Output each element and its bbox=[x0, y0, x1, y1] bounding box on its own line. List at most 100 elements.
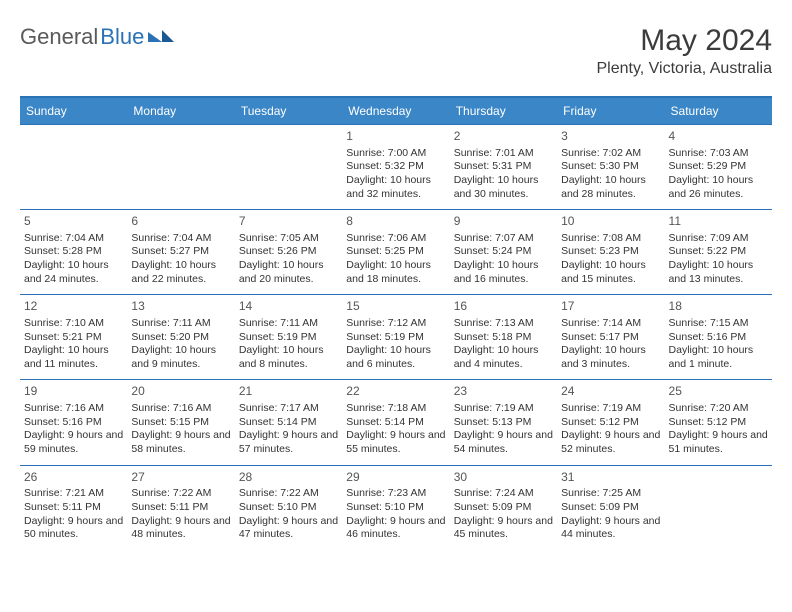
day-number: 18 bbox=[669, 299, 768, 315]
day-number: 6 bbox=[131, 214, 230, 230]
day-info: Sunrise: 7:04 AMSunset: 5:28 PMDaylight:… bbox=[24, 232, 123, 287]
day-number: 19 bbox=[24, 384, 123, 400]
calendar-cell: 31Sunrise: 7:25 AMSunset: 5:09 PMDayligh… bbox=[557, 465, 664, 550]
weekday-header: Sunday bbox=[20, 97, 127, 125]
day-number: 27 bbox=[131, 470, 230, 486]
day-info: Sunrise: 7:14 AMSunset: 5:17 PMDaylight:… bbox=[561, 317, 660, 372]
day-number: 3 bbox=[561, 129, 660, 145]
day-number: 14 bbox=[239, 299, 338, 315]
day-info: Sunrise: 7:07 AMSunset: 5:24 PMDaylight:… bbox=[454, 232, 553, 287]
calendar-page: GeneralBlue May 2024 Plenty, Victoria, A… bbox=[0, 0, 792, 570]
day-number: 24 bbox=[561, 384, 660, 400]
day-info: Sunrise: 7:03 AMSunset: 5:29 PMDaylight:… bbox=[669, 147, 768, 202]
day-number: 2 bbox=[454, 129, 553, 145]
weekday-header: Saturday bbox=[665, 97, 772, 125]
day-info: Sunrise: 7:19 AMSunset: 5:12 PMDaylight:… bbox=[561, 402, 660, 457]
day-info: Sunrise: 7:13 AMSunset: 5:18 PMDaylight:… bbox=[454, 317, 553, 372]
calendar-row: 5 Sunrise: 7:04 AMSunset: 5:28 PMDaylight… bbox=[20, 210, 772, 295]
logo-mark-icon bbox=[148, 28, 174, 46]
calendar-cell bbox=[665, 465, 772, 550]
calendar-cell: 19 Sunrise: 7:16 AMSunset: 5:16 PMDayligh… bbox=[20, 380, 127, 465]
calendar-cell: 3 Sunrise: 7:02 AMSunset: 5:30 PMDaylight… bbox=[557, 125, 664, 210]
day-info: Sunrise: 7:11 AMSunset: 5:20 PMDaylight:… bbox=[131, 317, 230, 372]
day-info: Sunrise: 7:06 AMSunset: 5:25 PMDaylight:… bbox=[346, 232, 445, 287]
calendar-cell: 4Sunrise: 7:03 AMSunset: 5:29 PMDaylight… bbox=[665, 125, 772, 210]
day-number: 30 bbox=[454, 470, 553, 486]
calendar-cell: 13 Sunrise: 7:11 AMSunset: 5:20 PMDayligh… bbox=[127, 295, 234, 380]
day-number: 29 bbox=[346, 470, 445, 486]
day-info: Sunrise: 7:17 AMSunset: 5:14 PMDaylight:… bbox=[239, 402, 338, 457]
calendar-cell bbox=[127, 125, 234, 210]
calendar-body: 1 Sunrise: 7:00 AMSunset: 5:32 PMDaylight… bbox=[20, 125, 772, 550]
calendar-cell: 30Sunrise: 7:24 AMSunset: 5:09 PMDayligh… bbox=[450, 465, 557, 550]
day-info: Sunrise: 7:16 AMSunset: 5:15 PMDaylight:… bbox=[131, 402, 230, 457]
day-info: Sunrise: 7:23 AMSunset: 5:10 PMDaylight:… bbox=[346, 487, 445, 542]
calendar-cell: 1 Sunrise: 7:00 AMSunset: 5:32 PMDaylight… bbox=[342, 125, 449, 210]
location: Plenty, Victoria, Australia bbox=[597, 60, 773, 78]
calendar-cell: 25 Sunrise: 7:20 AMSunset: 5:12 PMDayligh… bbox=[665, 380, 772, 465]
calendar-cell: 22Sunrise: 7:18 AMSunset: 5:14 PMDayligh… bbox=[342, 380, 449, 465]
day-number: 26 bbox=[24, 470, 123, 486]
day-info: Sunrise: 7:00 AMSunset: 5:32 PMDaylight:… bbox=[346, 147, 445, 202]
calendar-cell: 8 Sunrise: 7:06 AMSunset: 5:25 PMDaylight… bbox=[342, 210, 449, 295]
calendar-row: 26Sunrise: 7:21 AMSunset: 5:11 PMDayligh… bbox=[20, 465, 772, 550]
day-info: Sunrise: 7:01 AMSunset: 5:31 PMDaylight:… bbox=[454, 147, 553, 202]
day-number: 5 bbox=[24, 214, 123, 230]
calendar-cell: 15Sunrise: 7:12 AMSunset: 5:19 PMDayligh… bbox=[342, 295, 449, 380]
day-info: Sunrise: 7:22 AMSunset: 5:11 PMDaylight:… bbox=[131, 487, 230, 542]
calendar-cell: 21 Sunrise: 7:17 AMSunset: 5:14 PMDayligh… bbox=[235, 380, 342, 465]
calendar-row: 12 Sunrise: 7:10 AMSunset: 5:21 PMDayligh… bbox=[20, 295, 772, 380]
day-info: Sunrise: 7:04 AMSunset: 5:27 PMDaylight:… bbox=[131, 232, 230, 287]
calendar-cell: 12 Sunrise: 7:10 AMSunset: 5:21 PMDayligh… bbox=[20, 295, 127, 380]
day-info: Sunrise: 7:19 AMSunset: 5:13 PMDaylight:… bbox=[454, 402, 553, 457]
day-info: Sunrise: 7:09 AMSunset: 5:22 PMDaylight:… bbox=[669, 232, 768, 287]
day-info: Sunrise: 7:05 AMSunset: 5:26 PMDaylight:… bbox=[239, 232, 338, 287]
calendar-cell: 26Sunrise: 7:21 AMSunset: 5:11 PMDayligh… bbox=[20, 465, 127, 550]
day-number: 17 bbox=[561, 299, 660, 315]
day-info: Sunrise: 7:21 AMSunset: 5:11 PMDaylight:… bbox=[24, 487, 123, 542]
day-number: 28 bbox=[239, 470, 338, 486]
day-info: Sunrise: 7:08 AMSunset: 5:23 PMDaylight:… bbox=[561, 232, 660, 287]
calendar-cell bbox=[235, 125, 342, 210]
logo-text-2: Blue bbox=[100, 24, 144, 50]
day-number: 23 bbox=[454, 384, 553, 400]
day-number: 8 bbox=[346, 214, 445, 230]
calendar-cell: 7 Sunrise: 7:05 AMSunset: 5:26 PMDaylight… bbox=[235, 210, 342, 295]
day-info: Sunrise: 7:10 AMSunset: 5:21 PMDaylight:… bbox=[24, 317, 123, 372]
calendar-cell: 16 Sunrise: 7:13 AMSunset: 5:18 PMDayligh… bbox=[450, 295, 557, 380]
calendar-cell: 14 Sunrise: 7:11 AMSunset: 5:19 PMDayligh… bbox=[235, 295, 342, 380]
calendar-cell bbox=[20, 125, 127, 210]
weekday-header: Monday bbox=[127, 97, 234, 125]
title-block: May 2024 Plenty, Victoria, Australia bbox=[597, 24, 773, 78]
day-number: 7 bbox=[239, 214, 338, 230]
day-number: 25 bbox=[669, 384, 768, 400]
day-number: 9 bbox=[454, 214, 553, 230]
day-number: 13 bbox=[131, 299, 230, 315]
day-info: Sunrise: 7:18 AMSunset: 5:14 PMDaylight:… bbox=[346, 402, 445, 457]
day-number: 11 bbox=[669, 214, 768, 230]
day-number: 1 bbox=[346, 129, 445, 145]
weekday-header: Tuesday bbox=[235, 97, 342, 125]
calendar-cell: 6 Sunrise: 7:04 AMSunset: 5:27 PMDaylight… bbox=[127, 210, 234, 295]
calendar-cell: 29Sunrise: 7:23 AMSunset: 5:10 PMDayligh… bbox=[342, 465, 449, 550]
day-info: Sunrise: 7:16 AMSunset: 5:16 PMDaylight:… bbox=[24, 402, 123, 457]
weekday-header: Thursday bbox=[450, 97, 557, 125]
calendar-cell: 5 Sunrise: 7:04 AMSunset: 5:28 PMDaylight… bbox=[20, 210, 127, 295]
day-info: Sunrise: 7:24 AMSunset: 5:09 PMDaylight:… bbox=[454, 487, 553, 542]
logo: GeneralBlue bbox=[20, 24, 174, 50]
calendar-row: 1 Sunrise: 7:00 AMSunset: 5:32 PMDaylight… bbox=[20, 125, 772, 210]
calendar-cell: 11 Sunrise: 7:09 AMSunset: 5:22 PMDayligh… bbox=[665, 210, 772, 295]
day-info: Sunrise: 7:20 AMSunset: 5:12 PMDaylight:… bbox=[669, 402, 768, 457]
day-number: 31 bbox=[561, 470, 660, 486]
day-info: Sunrise: 7:02 AMSunset: 5:30 PMDaylight:… bbox=[561, 147, 660, 202]
day-info: Sunrise: 7:11 AMSunset: 5:19 PMDaylight:… bbox=[239, 317, 338, 372]
day-number: 16 bbox=[454, 299, 553, 315]
day-number: 20 bbox=[131, 384, 230, 400]
day-number: 15 bbox=[346, 299, 445, 315]
page-title: May 2024 bbox=[597, 24, 773, 58]
header: GeneralBlue May 2024 Plenty, Victoria, A… bbox=[20, 24, 772, 78]
day-number: 12 bbox=[24, 299, 123, 315]
day-info: Sunrise: 7:25 AMSunset: 5:09 PMDaylight:… bbox=[561, 487, 660, 542]
day-number: 21 bbox=[239, 384, 338, 400]
calendar-cell: 28Sunrise: 7:22 AMSunset: 5:10 PMDayligh… bbox=[235, 465, 342, 550]
